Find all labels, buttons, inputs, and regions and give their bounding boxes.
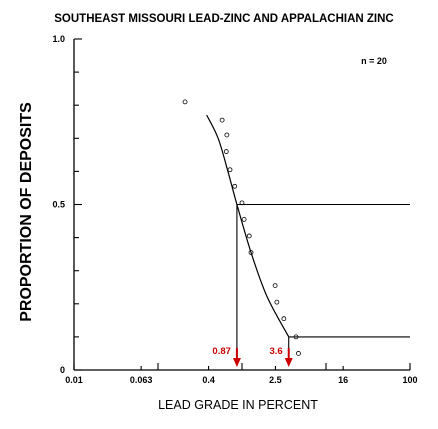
sample-size-label: n = 20 <box>361 56 387 66</box>
x-tick-label: 0.063 <box>130 375 153 385</box>
x-tick-label: 0.01 <box>65 375 83 385</box>
x-tick-label: 16 <box>338 375 348 385</box>
fitted-curve <box>206 114 290 338</box>
arrow-head <box>284 358 293 367</box>
y-tick-label: 0.5 <box>52 200 65 210</box>
data-point <box>232 183 238 189</box>
x-tick-label: 100 <box>402 375 417 385</box>
y-axis-title: PROPORTION OF DEPOSITS <box>18 102 35 322</box>
reference-value-label: 0.87 <box>212 346 231 357</box>
reference-value-label: 3.6 <box>270 346 283 357</box>
data-point <box>296 351 301 356</box>
data-point <box>274 299 280 305</box>
x-tick-label: 2.5 <box>269 375 282 385</box>
y-tick-label: 1.0 <box>52 34 65 44</box>
data-point <box>248 250 254 255</box>
data-point <box>182 99 188 105</box>
data-point <box>219 117 225 123</box>
data-point <box>293 334 299 340</box>
data-point <box>239 200 245 206</box>
y-tick-label: 0 <box>60 365 65 375</box>
data-point <box>246 233 252 239</box>
x-axis-title: LEAD GRADE IN PERCENT <box>158 398 318 412</box>
x-tick-label: 0.4 <box>202 375 215 385</box>
axes: 0.01 0.063 0.4 2.5 16 100 0 0.5 1.0 <box>52 34 417 385</box>
data-point <box>241 216 247 222</box>
plot-area: 0.87 3.6 <box>182 99 410 367</box>
data-point <box>281 316 287 322</box>
arrow-head <box>232 358 241 367</box>
data-point <box>224 132 230 138</box>
data-point <box>227 167 233 173</box>
data-point <box>223 149 229 154</box>
data-point <box>272 283 278 288</box>
chart-title: SOUTHEAST MISSOURI LEAD-ZINC AND APPALAC… <box>54 13 393 25</box>
